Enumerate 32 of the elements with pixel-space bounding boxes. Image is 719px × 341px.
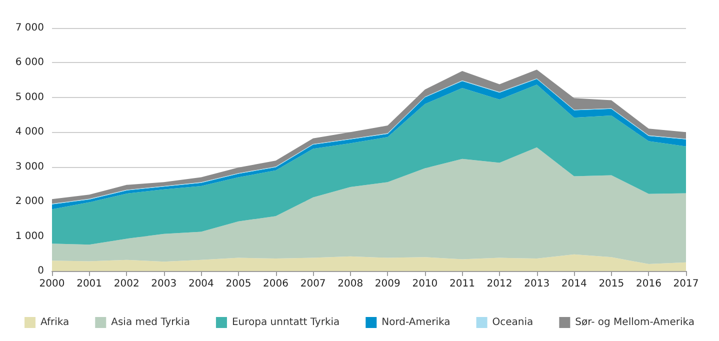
y-tick-label: 3 000 <box>15 161 44 172</box>
x-tick-label: 2010 <box>412 278 438 290</box>
x-tick-label: 2009 <box>374 278 400 290</box>
legend-label: Nord-Amerika <box>382 317 450 328</box>
x-tick-label: 2003 <box>151 278 177 290</box>
legend-label: Afrika <box>40 317 70 328</box>
y-tick-label: 2 000 <box>15 196 44 208</box>
x-tick-label: 2017 <box>673 278 699 290</box>
x-tick-label: 2011 <box>450 278 475 290</box>
legend-label: Europa unntatt Tyrkia <box>232 317 340 328</box>
y-tick-label: 7 000 <box>15 22 44 34</box>
x-tick-label: 2008 <box>338 278 364 290</box>
legend-label: Sør- og Mellom-Amerika <box>575 317 695 328</box>
x-tick-label: 2005 <box>226 278 252 290</box>
legend-label: Asia med Tyrkia <box>111 317 190 328</box>
y-tick-label: 5 000 <box>15 92 44 103</box>
x-tick-label: 2007 <box>300 278 326 290</box>
y-tick-label: 0 <box>38 266 44 276</box>
x-tick-label: 2015 <box>598 278 624 290</box>
x-tick-label: 2014 <box>561 278 587 290</box>
x-tick-label: 2006 <box>263 278 288 290</box>
y-tick-label: 1 000 <box>15 230 44 242</box>
x-tick-label: 2004 <box>188 278 214 290</box>
x-tick-label: 2001 <box>76 278 102 290</box>
x-tick-label: 2000 <box>39 278 65 290</box>
x-tick-label: 2016 <box>636 278 662 290</box>
x-tick-label: 2012 <box>486 278 512 290</box>
x-tick-label: 2013 <box>524 278 550 290</box>
legend-label: Oceania <box>492 317 534 328</box>
y-tick-label: 6 000 <box>15 57 44 68</box>
y-tick-label: 4 000 <box>15 126 44 138</box>
x-tick-label: 2002 <box>114 278 140 290</box>
